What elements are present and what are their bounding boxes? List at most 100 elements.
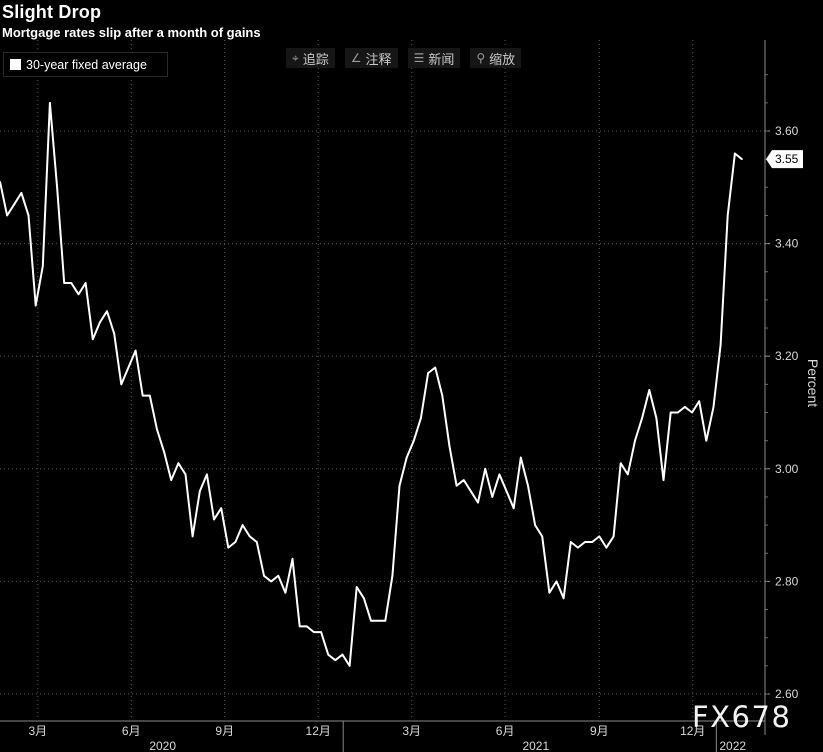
data-point [27, 214, 30, 217]
x-year-label: 2021 [522, 739, 549, 752]
data-point [398, 484, 401, 487]
data-point [241, 524, 244, 526]
x-year-label: 2020 [149, 739, 176, 752]
x-tick-label: 9月 [215, 724, 234, 738]
data-point [99, 321, 101, 324]
data-point [120, 383, 123, 386]
x-year-label: 2022 [719, 739, 746, 752]
data-point [726, 214, 729, 217]
data-point [341, 653, 344, 656]
data-point [177, 462, 180, 464]
data-point [320, 631, 322, 633]
chart-toolbar: ⌖ 追踪 ∠ 注释 ☰ 新闻 ⚲ 缩放 [286, 48, 522, 68]
data-point [612, 535, 615, 538]
data-point [534, 524, 536, 526]
y-tick-label: 3.00 [775, 462, 799, 476]
data-point [684, 406, 686, 408]
crosshair-icon: ⌖ [292, 50, 299, 65]
annotate-button[interactable]: ∠ 注释 [344, 48, 398, 68]
data-point [562, 597, 565, 600]
legend: 30-year fixed average [3, 52, 168, 77]
data-point [377, 620, 379, 622]
data-point [441, 394, 444, 397]
data-point [363, 597, 365, 600]
annotate-label: 注释 [365, 51, 392, 67]
x-tick-label: 6月 [496, 724, 515, 738]
x-tick-label: 12月 [680, 724, 705, 738]
data-point [163, 451, 165, 453]
data-point [34, 304, 37, 307]
data-point [484, 468, 486, 470]
annotate-icon: ∠ [350, 51, 362, 65]
data-point [284, 591, 287, 594]
data-point [520, 456, 522, 459]
data-point [141, 394, 144, 397]
last-value-badge [766, 150, 803, 169]
y-tick-label: 3.20 [775, 349, 799, 363]
data-point [734, 152, 736, 155]
track-label: 追踪 [302, 51, 329, 67]
data-point [619, 462, 622, 464]
data-point [498, 473, 501, 476]
data-point [676, 411, 679, 414]
y-tick-label: 2.80 [775, 574, 799, 588]
data-point [641, 417, 643, 419]
data-point [719, 344, 722, 346]
data-point [491, 496, 494, 498]
legend-label: 30-year fixed average [26, 57, 147, 72]
data-point [134, 349, 137, 352]
data-point [63, 282, 66, 284]
data-point [591, 541, 593, 543]
data-point [355, 586, 358, 588]
data-point [512, 507, 515, 510]
y-tick-label: 2.60 [775, 687, 799, 701]
data-point [427, 372, 429, 374]
last-value-label: 3.55 [775, 152, 799, 166]
x-tick-label: 3月 [28, 724, 47, 738]
data-point [149, 394, 151, 397]
data-point [405, 456, 408, 459]
data-point [277, 574, 280, 577]
chart-title: Slight Drop [2, 2, 102, 22]
news-label: 新闻 [428, 51, 455, 67]
data-point [256, 541, 258, 543]
data-point [712, 406, 715, 408]
data-point [77, 293, 80, 296]
data-point [527, 484, 529, 487]
data-point [698, 400, 700, 403]
data-point [448, 445, 451, 448]
data-point [191, 535, 194, 538]
data-point [370, 620, 372, 622]
news-button[interactable]: ☰ 新闻 [407, 48, 461, 68]
data-point [42, 265, 44, 267]
data-point [577, 546, 579, 549]
data-point [434, 366, 437, 369]
gridlines [0, 40, 765, 720]
data-point [220, 507, 222, 510]
y-tick-label: 3.40 [775, 237, 799, 251]
data-point [291, 558, 294, 560]
x-tick-label: 6月 [122, 724, 141, 738]
y-axis-title: Percent [805, 359, 821, 407]
data-point [0, 180, 1, 183]
data-point [70, 282, 73, 284]
data-point [555, 580, 558, 583]
data-point [470, 490, 472, 493]
data-point [634, 439, 636, 442]
data-point [206, 473, 208, 476]
track-button[interactable]: ⌖ 追踪 [286, 48, 335, 68]
data-point [348, 665, 351, 667]
legend-swatch [10, 59, 21, 70]
data-point [648, 389, 651, 391]
series [0, 101, 743, 667]
data-point [691, 411, 693, 414]
watermark-logo: FX678 [692, 700, 792, 734]
data-point [91, 338, 94, 341]
x-tick-label: 12月 [306, 724, 331, 738]
data-point [170, 479, 173, 481]
zoom-button[interactable]: ⚲ 缩放 [470, 48, 522, 68]
data-point [705, 439, 708, 442]
data-point [263, 574, 265, 577]
data-point [505, 490, 508, 493]
